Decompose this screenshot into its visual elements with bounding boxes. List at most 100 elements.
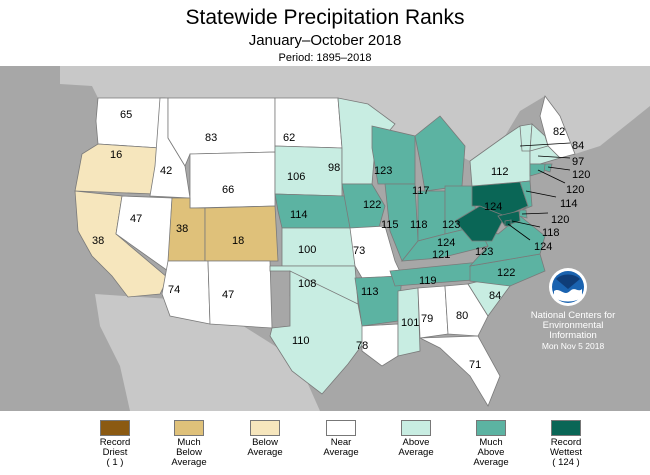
rank-label-wy: 66 <box>222 184 234 196</box>
legend-swatch-above <box>401 420 431 436</box>
state-va <box>468 215 546 267</box>
legend-label: Average <box>323 447 359 458</box>
state-ct <box>529 163 546 177</box>
rank-label-ny: 112 <box>491 166 509 178</box>
rank-label-md: 118 <box>542 227 560 239</box>
leader-line-nh <box>519 142 571 147</box>
state-in <box>417 190 446 242</box>
legend-swatch-record-driest <box>100 420 130 436</box>
mexico-land <box>95 294 320 411</box>
legend-much-above: Much Above Average <box>451 420 531 468</box>
legend-label: ( 124 ) <box>552 457 580 468</box>
rank-label-ma: 97 <box>572 156 584 168</box>
state-wv <box>454 205 506 242</box>
rank-label-mn: 98 <box>328 162 340 174</box>
rank-label-or: 16 <box>110 149 122 161</box>
legend-label: Much <box>479 437 503 448</box>
rank-label-la: 78 <box>356 340 368 352</box>
legend-label: Average <box>247 447 283 458</box>
rank-label-ut: 38 <box>176 223 188 235</box>
rank-label-sc: 84 <box>489 290 501 302</box>
rank-label-tn: 119 <box>419 275 437 287</box>
rank-label-nm: 47 <box>222 289 234 301</box>
state-tx <box>269 270 366 395</box>
rank-label-wv: 124 <box>437 237 455 249</box>
rank-label-tx: 110 <box>292 335 310 347</box>
legend-label: Above <box>477 447 505 458</box>
leader-line-md <box>511 220 541 228</box>
rank-label-il: 115 <box>381 219 399 231</box>
legend-label: Average <box>473 457 509 468</box>
state-ne <box>274 193 353 229</box>
legend-label: Below <box>252 437 278 448</box>
attribution-line-2: Environmental <box>542 320 604 331</box>
rank-label-nv: 47 <box>130 213 142 225</box>
legend-label: Near <box>330 437 352 448</box>
state-co <box>204 205 279 262</box>
state-al <box>417 285 449 339</box>
state-nm <box>207 260 273 329</box>
legend-swatch-near <box>326 420 356 436</box>
legend-label: Below <box>176 447 202 458</box>
rank-label-ct: 120 <box>566 184 584 196</box>
state-md <box>497 210 521 227</box>
map-subtitle: January–October 2018 <box>248 32 402 49</box>
state-wy <box>189 151 276 209</box>
legend-much-below: Much Below Average <box>149 420 229 468</box>
rank-label-ar: 113 <box>361 286 379 298</box>
us-precipitation-map: 65 16 38 42 47 83 66 38 18 74 47 62 106 114 100 108 110 9… <box>0 66 650 411</box>
legend-label: Driest <box>102 447 128 458</box>
rank-label-wi: 123 <box>374 165 392 177</box>
rank-label-ga: 80 <box>456 310 468 322</box>
legend-near: Near Average <box>301 420 381 458</box>
state-ma <box>529 145 561 165</box>
rank-label-ca: 38 <box>92 235 104 247</box>
legend-label: Much <box>177 437 201 448</box>
rank-label-ok: 108 <box>298 278 316 290</box>
leader-line-nj <box>525 190 557 198</box>
rank-label-mt: 83 <box>205 132 217 144</box>
leader-line-de <box>521 212 549 215</box>
legend-label: Record <box>99 437 131 448</box>
rank-label-ky: 121 <box>432 249 450 261</box>
legend-label: ( 1 ) <box>106 457 124 468</box>
rank-label-nj: 114 <box>560 198 578 210</box>
attribution-line-3: Information <box>549 330 597 341</box>
state-fl <box>419 335 501 407</box>
rank-label-fl: 71 <box>469 359 481 371</box>
noaa-logo-icon <box>549 268 587 306</box>
legend-label: Above <box>402 437 430 448</box>
rank-label-mi: 117 <box>412 185 430 197</box>
state-ks <box>281 227 356 267</box>
rank-label-ks: 100 <box>298 244 316 256</box>
legend-below: Below Average <box>225 420 305 458</box>
legend-label: Average <box>398 447 434 458</box>
state-ga <box>444 283 489 337</box>
state-or <box>74 143 161 195</box>
map-title: Statewide Precipitation Ranks <box>185 6 465 29</box>
rank-label-sd: 106 <box>287 171 305 183</box>
rank-label-me: 82 <box>553 126 565 138</box>
state-wa <box>95 97 166 149</box>
rank-label-ri: 120 <box>572 169 590 181</box>
rank-label-dc: 124 <box>534 241 552 253</box>
rank-label-mo: 73 <box>353 245 365 257</box>
legend: Record Driest ( 1 ) Much Below Average B… <box>0 420 650 475</box>
state-ia <box>341 183 386 232</box>
rank-label-al: 79 <box>421 313 433 325</box>
legend-label: Wettest <box>549 447 583 458</box>
legend-record-driest: Record Driest ( 1 ) <box>75 420 155 468</box>
rank-label-oh: 123 <box>442 219 460 231</box>
rank-label-nh: 84 <box>572 140 584 152</box>
state-la <box>361 323 399 367</box>
legend-label: Average <box>171 457 207 468</box>
period-label: Period: 1895–2018 <box>278 52 372 64</box>
rank-label-wa: 65 <box>120 109 132 121</box>
rank-label-ia: 122 <box>363 199 381 211</box>
rank-label-ms: 101 <box>401 317 419 329</box>
leader-line-ri <box>547 166 571 171</box>
rank-label-nd: 62 <box>283 132 295 144</box>
legend-swatch-much-below <box>174 420 204 436</box>
state-az <box>161 260 211 325</box>
leader-line-ma <box>537 155 571 159</box>
